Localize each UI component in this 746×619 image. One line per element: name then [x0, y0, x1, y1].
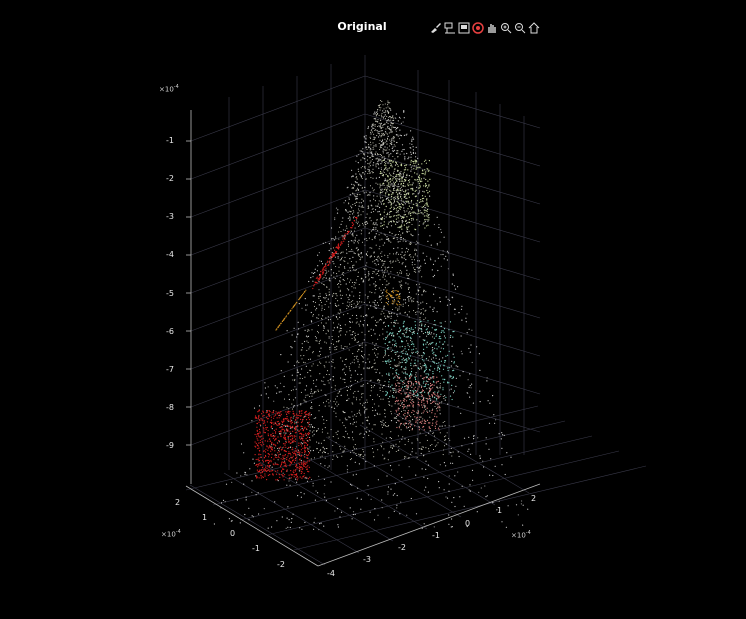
axes-toolbar	[429, 21, 540, 35]
z-axis-tick-label: -2	[166, 174, 174, 183]
x-axis-tick-label: 1	[497, 506, 503, 515]
z-axis-tick-label: -6	[166, 327, 174, 336]
y-axis-tick-label: 0	[230, 529, 236, 538]
export-icon[interactable]	[457, 21, 470, 35]
plot-title: Original	[337, 20, 387, 33]
data-tips-icon[interactable]	[443, 21, 456, 35]
x-axis-tick-label: -1	[432, 531, 440, 540]
x-axis-exponent: ×10-4	[511, 530, 531, 540]
z-axis-tick-label: -8	[166, 403, 174, 412]
z-axis-exponent: ×10-4	[159, 84, 179, 94]
z-axis-tick-label: -1	[166, 136, 174, 145]
x-axis-tick-label: -4	[327, 569, 335, 578]
y-axis-exponent: ×10-4	[161, 529, 181, 539]
z-axis-tick-label: -5	[166, 289, 174, 298]
brush-icon[interactable]	[429, 21, 442, 35]
x-axis-tick-label: 2	[531, 494, 537, 503]
z-axis-tick-label: -9	[166, 441, 174, 450]
y-axis-tick-label: 1	[202, 513, 208, 522]
z-axis-tick-label: -4	[166, 250, 174, 259]
y-axis-tick-label: -2	[277, 560, 285, 569]
z-axis-tick-label: -3	[166, 212, 174, 221]
x-axis-tick-label: -2	[398, 543, 406, 552]
y-axis-tick-label: 2	[175, 498, 181, 507]
y-axis-tick-label: -1	[252, 544, 260, 553]
axis-lines	[185, 110, 541, 567]
z-axis-tick-label: -7	[166, 365, 174, 374]
x-axis-tick-label: -3	[363, 555, 371, 564]
zoom-out-icon[interactable]	[513, 21, 526, 35]
zoom-in-icon[interactable]	[499, 21, 512, 35]
axis-grid	[185, 55, 647, 566]
rotate-3d-icon[interactable]	[471, 21, 484, 35]
point-cloud	[213, 99, 529, 531]
x-axis-tick-label: 0	[465, 519, 471, 528]
restore-view-icon[interactable]	[527, 21, 540, 35]
pan-icon[interactable]	[485, 21, 498, 35]
